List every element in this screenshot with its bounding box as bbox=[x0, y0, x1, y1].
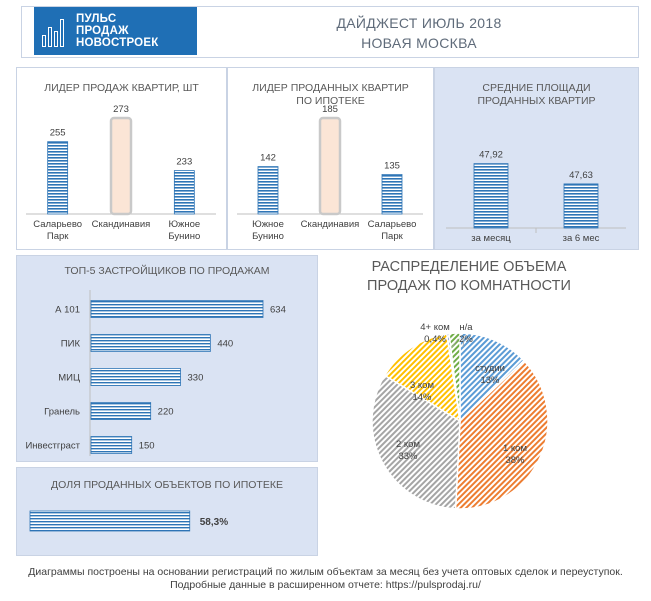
data-label: 233 bbox=[176, 157, 192, 168]
data-label: 220 bbox=[158, 407, 174, 418]
x-tick-label: за 6 мес bbox=[563, 233, 600, 244]
footer-note: Диаграммы построены на основании регистр… bbox=[0, 566, 651, 592]
bar bbox=[90, 334, 211, 352]
bar bbox=[173, 170, 195, 215]
x-tick-label: за месяц bbox=[471, 233, 511, 244]
title-line-2: НОВАЯ МОСКВА bbox=[361, 35, 477, 51]
x-tick-label: Южное bbox=[168, 219, 200, 230]
pie-slice-name: 4+ ком bbox=[420, 322, 450, 333]
bar bbox=[473, 163, 509, 229]
x-tick-label: Саларьево bbox=[33, 219, 82, 230]
top5-chart: А 101 634 ПИК 440 МИЦ 330 Гранель 220 Инвестграс… bbox=[25, 290, 286, 456]
pie-slice-value: 13% bbox=[480, 375, 500, 386]
footer-line-1: Диаграммы построены на основании регистр… bbox=[28, 566, 623, 578]
pie-slice bbox=[448, 332, 461, 422]
leader-line bbox=[462, 338, 465, 348]
sales-leader-title: ЛИДЕР ПРОДАЖ КВАРТИР, ШТ bbox=[44, 82, 199, 94]
pie-title-line-2: ПРОДАЖ ПО КОМНАТНОСТИ bbox=[367, 278, 571, 294]
pie-title: РАСПРЕДЕЛЕНИЕ ОБЪЕМА ПРОДАЖ ПО КОМНАТНОС… bbox=[322, 258, 616, 296]
logo-text-line-3: НОВОСТРОЕК bbox=[76, 37, 159, 49]
bar bbox=[90, 300, 264, 318]
mortgage-share-title: ДОЛЯ ПРОДАННЫХ ОБЪЕКТОВ ПО ИПОТЕКЕ bbox=[51, 479, 283, 491]
footer-line-2[interactable]: Подробные данные в расширенном отчете: h… bbox=[170, 579, 481, 591]
bar bbox=[29, 510, 191, 532]
y-tick-label: МИЦ bbox=[58, 373, 80, 384]
pie-slice bbox=[371, 374, 461, 510]
x-tick-label: Скандинавия bbox=[92, 219, 151, 230]
bar bbox=[47, 141, 69, 215]
pie-title-line-1: РАСПРЕДЕЛЕНИЕ ОБЪЕМА bbox=[371, 259, 567, 275]
leader-line bbox=[451, 338, 459, 348]
pie-slice-value: 33% bbox=[398, 451, 418, 462]
bar bbox=[381, 174, 403, 215]
x-tick-label: Парк bbox=[47, 231, 69, 242]
bar bbox=[90, 368, 181, 386]
data-label: 185 bbox=[322, 104, 338, 115]
mortgage-leader-title-line-1: ЛИДЕР ПРОДАННЫХ КВАРТИР bbox=[252, 82, 409, 94]
header-box bbox=[21, 6, 639, 58]
data-label: 273 bbox=[113, 104, 129, 115]
y-tick-label: А 101 bbox=[55, 305, 80, 316]
pie-slice bbox=[454, 359, 549, 510]
mortgage-leader-title-line-2: ПО ИПОТЕКЕ bbox=[296, 95, 365, 107]
bar bbox=[257, 166, 279, 215]
x-tick-label: Парк bbox=[381, 231, 403, 242]
mortgage-share-chart: 58,3% bbox=[29, 510, 228, 532]
top5-title: ТОП-5 ЗАСТРОЙЩИКОВ ПО ПРОДАЖАМ bbox=[64, 265, 270, 277]
avg-area-title-line-1: СРЕДНИЕ ПЛОЩАДИ bbox=[482, 82, 591, 94]
page-title: ДАЙДЖЕСТ ИЮЛЬ 2018 НОВАЯ МОСКВА bbox=[200, 13, 638, 53]
data-label: 150 bbox=[139, 441, 155, 452]
data-label: 440 bbox=[217, 339, 233, 350]
pie-slice-value: 14% bbox=[412, 392, 432, 403]
logo-text-line-2: ПРОДАЖ bbox=[76, 25, 129, 37]
x-tick-label: Бунино bbox=[252, 231, 284, 242]
logo-bars-icon bbox=[42, 17, 70, 47]
avg-area-panel: СРЕДНИЕ ПЛОЩАДИ ПРОДАННЫХ КВАРТИР bbox=[434, 67, 639, 250]
data-label: 135 bbox=[384, 160, 400, 171]
pie-slice-name: н/а bbox=[459, 322, 473, 333]
avg-area-title-line-2: ПРОДАННЫХ КВАРТИР bbox=[477, 95, 596, 107]
pie-slice-value: 0,4% bbox=[424, 334, 446, 345]
pie-slice-name: 3 ком bbox=[410, 380, 434, 391]
y-tick-label: ПИК bbox=[61, 339, 81, 350]
logo-text-line-1: ПУЛЬС bbox=[76, 13, 117, 25]
bar bbox=[90, 436, 133, 454]
y-tick-label: Гранель bbox=[44, 407, 80, 418]
x-tick-label: Саларьево bbox=[368, 219, 417, 230]
pie-slice-name: студии bbox=[475, 363, 505, 374]
top5-panel: ТОП-5 ЗАСТРОЙЩИКОВ ПО ПРОДАЖАМ bbox=[16, 255, 318, 462]
data-label: 47,92 bbox=[479, 150, 503, 161]
bar-highlight bbox=[318, 116, 342, 216]
pie-slice bbox=[383, 333, 461, 423]
data-label: 58,3% bbox=[200, 517, 228, 528]
title-line-1: ДАЙДЖЕСТ ИЮЛЬ 2018 bbox=[336, 15, 502, 31]
avg-area-chart: 47,92 за месяц 47,63 за 6 мес bbox=[446, 150, 626, 244]
logo[interactable]: ПУЛЬС ПРОДАЖ НОВОСТРОЕК bbox=[34, 7, 197, 55]
pie-slice-name: 2 ком bbox=[396, 439, 420, 450]
bar-highlight bbox=[109, 116, 133, 216]
bar bbox=[563, 183, 599, 229]
data-label: 330 bbox=[188, 373, 204, 384]
y-tick-label: Инвестграст bbox=[25, 441, 80, 452]
data-label: 634 bbox=[270, 305, 286, 316]
bar bbox=[90, 402, 152, 420]
pie-slice bbox=[459, 332, 526, 423]
x-tick-label: Бунино bbox=[168, 231, 200, 242]
x-tick-label: Скандинавия bbox=[301, 219, 360, 230]
pie-slice-value: 38% bbox=[505, 455, 525, 466]
data-label: 255 bbox=[50, 128, 66, 139]
data-label: 142 bbox=[260, 153, 276, 164]
pie-slice-name: 1 ком bbox=[503, 443, 527, 454]
x-tick-label: Южное bbox=[252, 219, 284, 230]
pie-slice-value: 2% bbox=[459, 334, 473, 345]
data-label: 47,63 bbox=[569, 170, 593, 181]
